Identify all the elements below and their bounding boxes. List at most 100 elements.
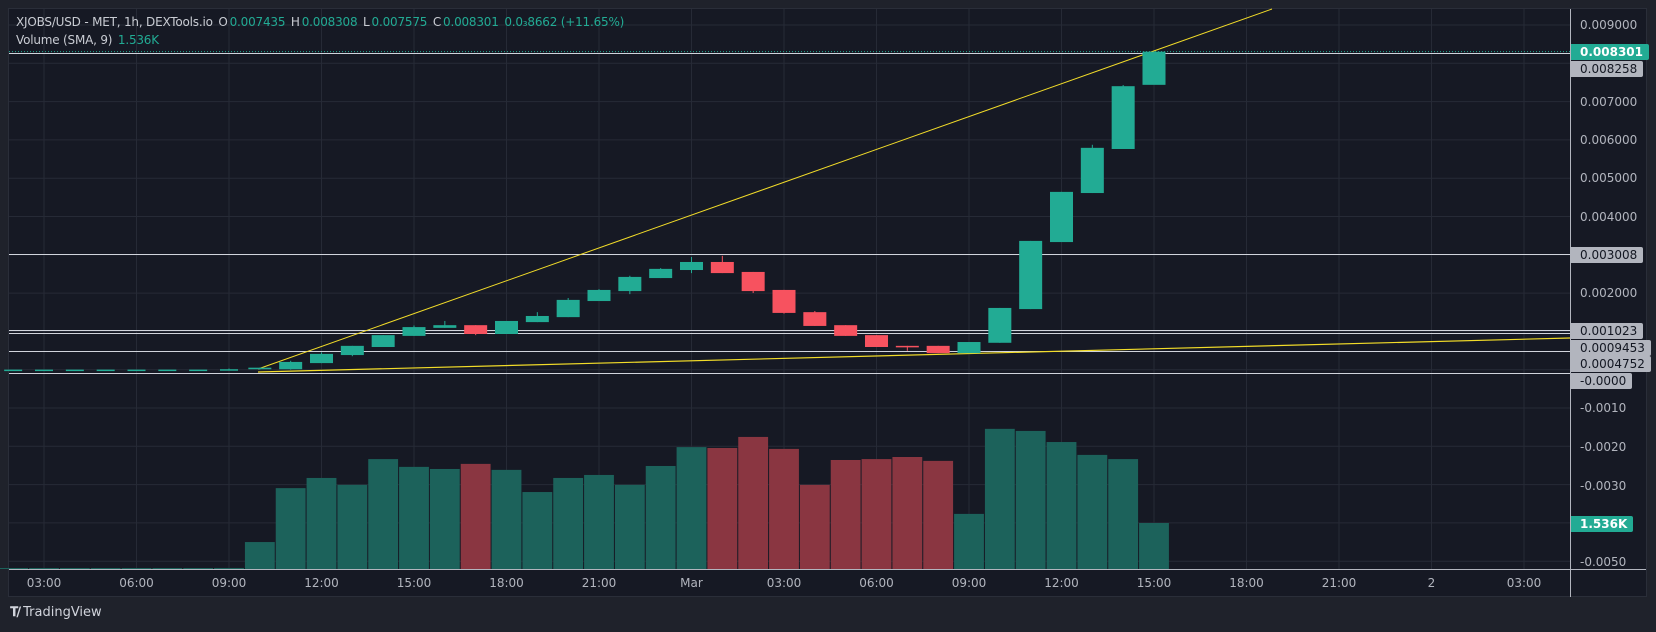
volume-bar xyxy=(59,568,90,569)
price-tick: -0.0050 xyxy=(1580,555,1627,569)
candle-up xyxy=(433,325,457,328)
candle-up xyxy=(35,369,53,372)
volume-legend: Volume (SMA, 9) 1.536K xyxy=(16,33,161,47)
price-tick: -0.0010 xyxy=(1580,401,1627,415)
volume-bar xyxy=(399,466,429,569)
volume-badge: 1.536K xyxy=(1571,516,1634,532)
candle-up xyxy=(957,342,981,354)
candle-up xyxy=(649,268,673,279)
candle-down xyxy=(834,325,858,336)
candle-up xyxy=(680,261,703,271)
volume-bar xyxy=(214,567,244,569)
volume-bar xyxy=(1077,454,1108,569)
open-label: O xyxy=(218,15,228,29)
candle-up xyxy=(310,353,333,364)
high-value: 0.008308 xyxy=(301,15,358,29)
candle-up xyxy=(402,327,426,336)
volume-bar xyxy=(1015,430,1046,569)
time-tick: 03:00 xyxy=(766,576,802,590)
tradingview-logo[interactable]: 𝐓∕ TradingView xyxy=(10,605,102,620)
price-tick: 0.009000 xyxy=(1580,18,1638,32)
time-tick: 15:00 xyxy=(396,576,432,590)
candle-up xyxy=(189,369,208,372)
volume-bar xyxy=(90,568,121,569)
last-price-badge: 0.008301 xyxy=(1571,44,1650,60)
hline-price-badge: 0.008258 xyxy=(1571,61,1644,77)
volume-bar xyxy=(954,513,984,569)
volume-bar xyxy=(676,447,707,569)
candle-up xyxy=(158,369,177,372)
time-tick: 09:00 xyxy=(951,576,987,590)
candle-down xyxy=(741,271,765,292)
low-value: 0.007575 xyxy=(371,15,428,29)
volume-value: 1.536K xyxy=(117,33,159,47)
candle-up xyxy=(988,307,1012,343)
time-tick: 12:00 xyxy=(304,576,339,590)
time-tick: 21:00 xyxy=(581,576,617,590)
candle-down xyxy=(710,261,734,274)
time-tick: 03:00 xyxy=(26,576,62,590)
volume-bar xyxy=(1046,442,1077,569)
volume-bar xyxy=(337,484,368,569)
logo-text: TradingView xyxy=(23,605,102,620)
price-tick: -0.0030 xyxy=(1580,479,1627,493)
price-tick: 0.005000 xyxy=(1580,171,1638,185)
candle-up xyxy=(618,276,642,292)
close-label: C xyxy=(432,15,442,29)
candle-up xyxy=(556,299,580,318)
time-tick: 09:00 xyxy=(211,576,247,590)
candle-down xyxy=(464,325,488,334)
volume-bar xyxy=(923,460,954,569)
time-tick: 06:00 xyxy=(859,576,894,590)
volume-bar xyxy=(244,542,275,569)
candle-up xyxy=(127,369,146,372)
hline-price-badge: 0.0009453 xyxy=(1571,340,1651,356)
ohlc-legend: XJOBS/USD - MET, 1h, DEXTools.io O 0.0074… xyxy=(16,15,626,29)
high-label: H xyxy=(290,15,300,29)
symbol-title[interactable]: XJOBS/USD - MET, 1h, DEXTools.io xyxy=(16,15,213,29)
volume-bar xyxy=(553,477,584,569)
price-tick: 0.006000 xyxy=(1580,133,1638,147)
candle-up xyxy=(1111,86,1135,149)
volume-bar xyxy=(275,488,306,569)
candle-up xyxy=(279,361,303,370)
candle-up xyxy=(1080,147,1104,194)
volume-bar xyxy=(830,459,861,569)
time-tick: 18:00 xyxy=(1229,576,1264,590)
volume-bar xyxy=(1108,459,1139,569)
candle-up xyxy=(1142,51,1166,85)
price-tick: 0.007000 xyxy=(1580,95,1638,109)
volume-bar xyxy=(799,484,830,569)
time-tick: 2 xyxy=(1427,576,1436,590)
volume-bar xyxy=(707,448,738,569)
volume-title[interactable]: Volume (SMA, 9) xyxy=(16,33,113,47)
candle-down xyxy=(926,345,950,354)
time-tick: Mar xyxy=(680,576,703,590)
candle-up xyxy=(220,369,238,371)
time-tick: 12:00 xyxy=(1044,576,1079,590)
low-label: L xyxy=(363,15,370,29)
volume-bar xyxy=(861,459,892,569)
trendline xyxy=(257,8,1273,370)
volume-bar xyxy=(0,568,29,569)
volume-bar xyxy=(183,568,214,569)
candle-down xyxy=(895,345,919,348)
price-tick: 0.002000 xyxy=(1580,286,1638,300)
candle-up xyxy=(587,289,611,302)
volume-bar xyxy=(769,448,799,569)
candle-up xyxy=(1050,191,1073,243)
volume-bar xyxy=(984,428,1015,569)
candle-up xyxy=(525,315,549,323)
volume-bar xyxy=(522,492,553,569)
volume-bar xyxy=(429,468,460,569)
volume-bar xyxy=(645,465,676,569)
time-tick: 06:00 xyxy=(119,576,154,590)
volume-bar xyxy=(121,568,152,569)
volume-bar xyxy=(460,463,491,569)
volume-bar xyxy=(584,474,614,569)
candle-up xyxy=(495,320,518,334)
tradingview-logo-icon: 𝐓∕ xyxy=(10,605,21,620)
candle-up xyxy=(96,369,115,372)
time-tick: 15:00 xyxy=(1136,576,1172,590)
